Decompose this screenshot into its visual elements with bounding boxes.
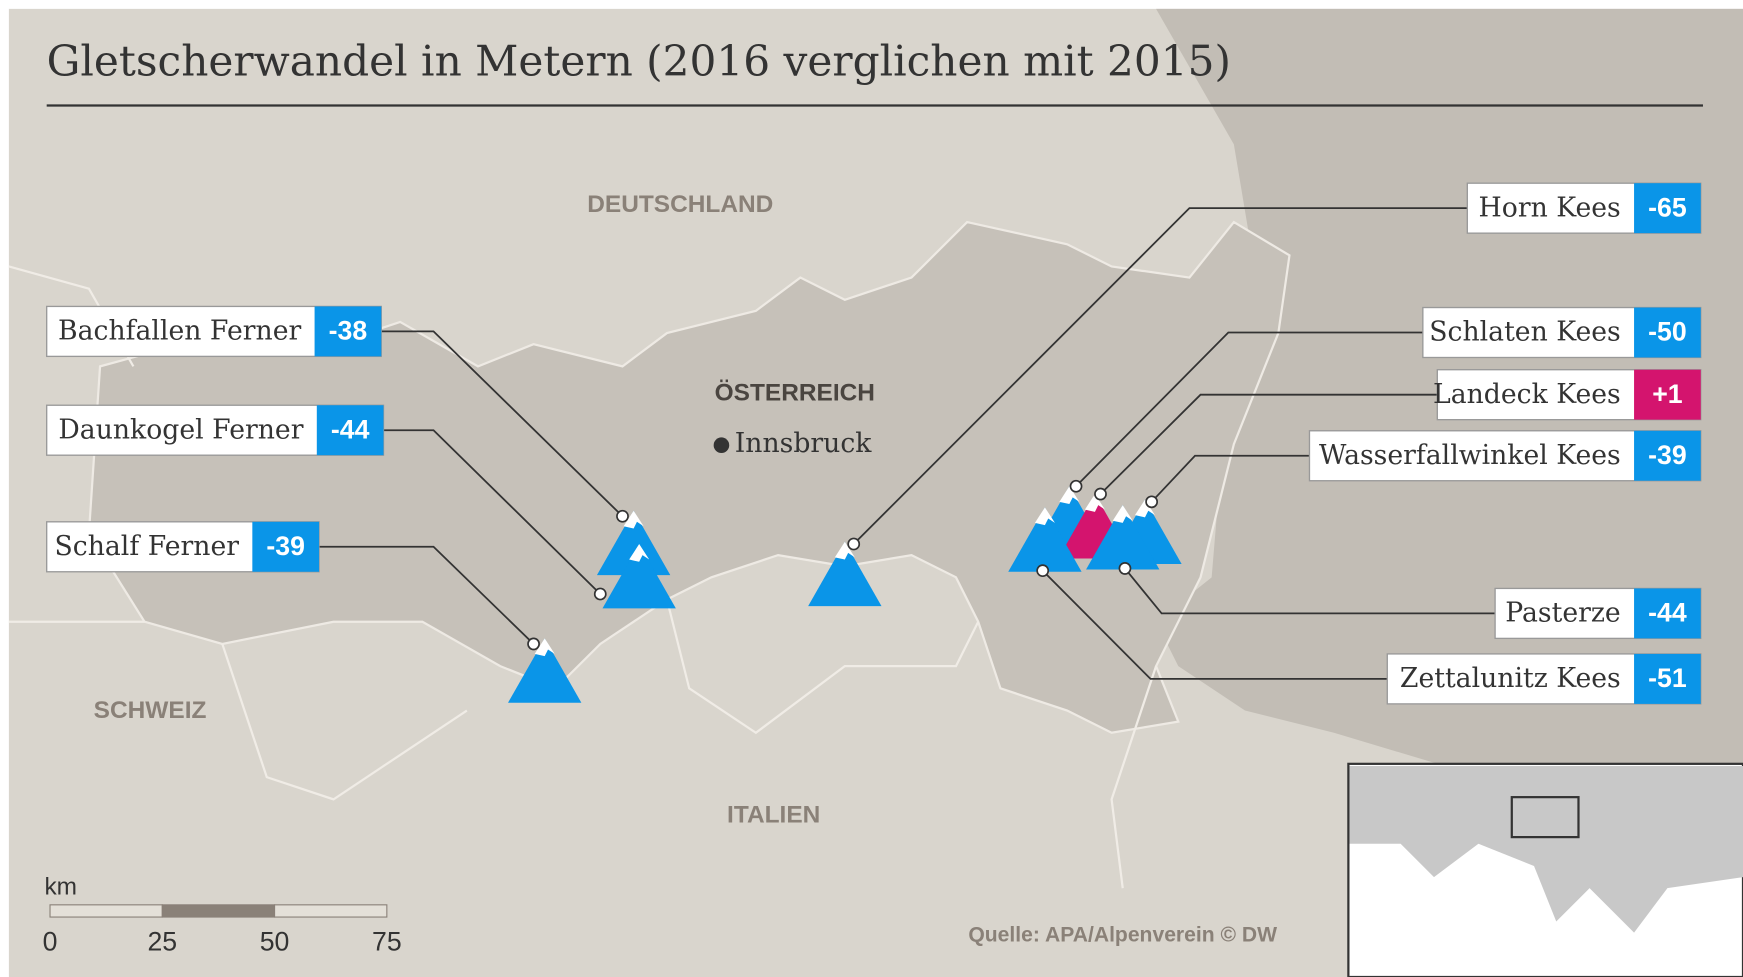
glacier-snow (1084, 494, 1105, 512)
city-dot (713, 437, 730, 453)
value-box (1634, 430, 1701, 481)
leader-dot (527, 637, 540, 651)
leader-dot (1118, 562, 1132, 575)
glacier-snow (1134, 499, 1155, 518)
glacier-name: Zettalunitz Kees (1400, 663, 1621, 694)
glacier-value: -39 (266, 531, 305, 561)
leader-dot (593, 587, 607, 601)
glacier-value: -38 (329, 316, 368, 346)
leader-dot (1145, 495, 1159, 509)
scale-tick-label: 50 (260, 927, 290, 957)
glacier-name: Landeck Kees (1433, 379, 1621, 410)
leader-line (1099, 393, 1438, 495)
glacier-icon (508, 638, 582, 703)
country-label: SCHWEIZ (94, 697, 207, 724)
value-box (314, 306, 382, 357)
inset-land (1349, 766, 1743, 933)
glacier-name: Pasterze (1505, 598, 1620, 629)
leader-dot (1069, 479, 1083, 493)
scale-tick-label: 0 (43, 927, 58, 957)
leader-line (1150, 454, 1310, 503)
glacier-value: -44 (331, 414, 370, 444)
country-label: ITALIEN (727, 801, 820, 828)
glacier-labels: Bachfallen Ferner -38 Daunkogel Ferner -44 S… (46, 182, 1702, 705)
scale-tick-label: 25 (147, 927, 177, 957)
inset (1347, 762, 1743, 977)
value-box (1634, 653, 1701, 704)
glacier-value: -44 (1648, 598, 1687, 628)
glacier-snow (1059, 486, 1080, 505)
leader-line (853, 207, 1468, 545)
glaciers: Bachfallen Ferner -38 Daunkogel Ferner -44 S… (46, 182, 1702, 705)
glacier-icon (1008, 507, 1082, 572)
scale-unit: km (44, 874, 77, 901)
leader-dot (1094, 487, 1107, 501)
scale-tick-label: 75 (372, 927, 402, 957)
value-box (316, 405, 384, 456)
source: Quelle: APA/Alpenverein © DW (968, 924, 1277, 947)
glacier-snow (534, 638, 555, 657)
value-box (1634, 307, 1701, 358)
glacier-value: -65 (1648, 192, 1687, 222)
glacier-name: Daunkogel Ferner (58, 414, 303, 445)
country-label: ÖSTERREICH (715, 380, 875, 407)
glacier-name: Schlaten Kees (1429, 317, 1620, 348)
country-label: DEUTSCHLAND (587, 191, 773, 218)
city-label: Innsbruck (735, 428, 873, 459)
title: Gletscherwandel in Metern (2016 verglich… (47, 36, 1231, 85)
glacier-name: Schalf Ferner (55, 531, 240, 562)
glacier-value: -39 (1648, 440, 1687, 470)
leader-line (1124, 567, 1496, 615)
inset-focus (1510, 796, 1580, 839)
glacier-snow (834, 541, 855, 560)
value-box (1634, 369, 1701, 420)
glacier-snow (623, 510, 644, 529)
leader-dot (1036, 564, 1050, 578)
leader-line (319, 545, 535, 645)
scale-segment (274, 904, 388, 918)
glacier-name: Bachfallen Ferner (58, 316, 301, 347)
scale-segment (161, 904, 276, 918)
glacier-snow (1112, 505, 1133, 523)
leader-line (383, 429, 601, 595)
leader-dot (847, 537, 861, 551)
value-box (1634, 183, 1701, 234)
value-box (252, 521, 320, 572)
glacier-icon (1086, 505, 1160, 570)
glacier-icon (602, 544, 676, 609)
glacier-snow (629, 544, 650, 562)
glacier-icon (808, 541, 882, 607)
glacier-icon (596, 510, 671, 576)
leader-dot (616, 509, 629, 523)
glacier-value: -51 (1648, 663, 1687, 693)
borders (8, 265, 1158, 889)
leader-line (1075, 331, 1423, 487)
glacier-value: +1 (1652, 379, 1683, 409)
glacier-value: -50 (1648, 317, 1687, 347)
glacier-icons (508, 486, 1182, 703)
scale-bar: 0 25 50 75 (43, 904, 402, 957)
glacier-name: Horn Kees (1479, 192, 1621, 223)
leader-line (1042, 570, 1388, 680)
value-box (1634, 588, 1701, 639)
glacier-snow (1034, 507, 1055, 526)
leader-line (381, 330, 624, 517)
glacier-name: Wasserfallwinkel Kees (1319, 440, 1621, 471)
scale-segment (49, 904, 163, 918)
